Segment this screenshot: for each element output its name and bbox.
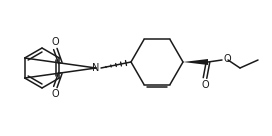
Text: O: O — [51, 89, 59, 99]
Text: O: O — [223, 54, 231, 64]
Text: O: O — [51, 37, 59, 47]
Polygon shape — [183, 59, 208, 65]
Text: N: N — [92, 63, 100, 73]
Text: O: O — [201, 80, 209, 90]
